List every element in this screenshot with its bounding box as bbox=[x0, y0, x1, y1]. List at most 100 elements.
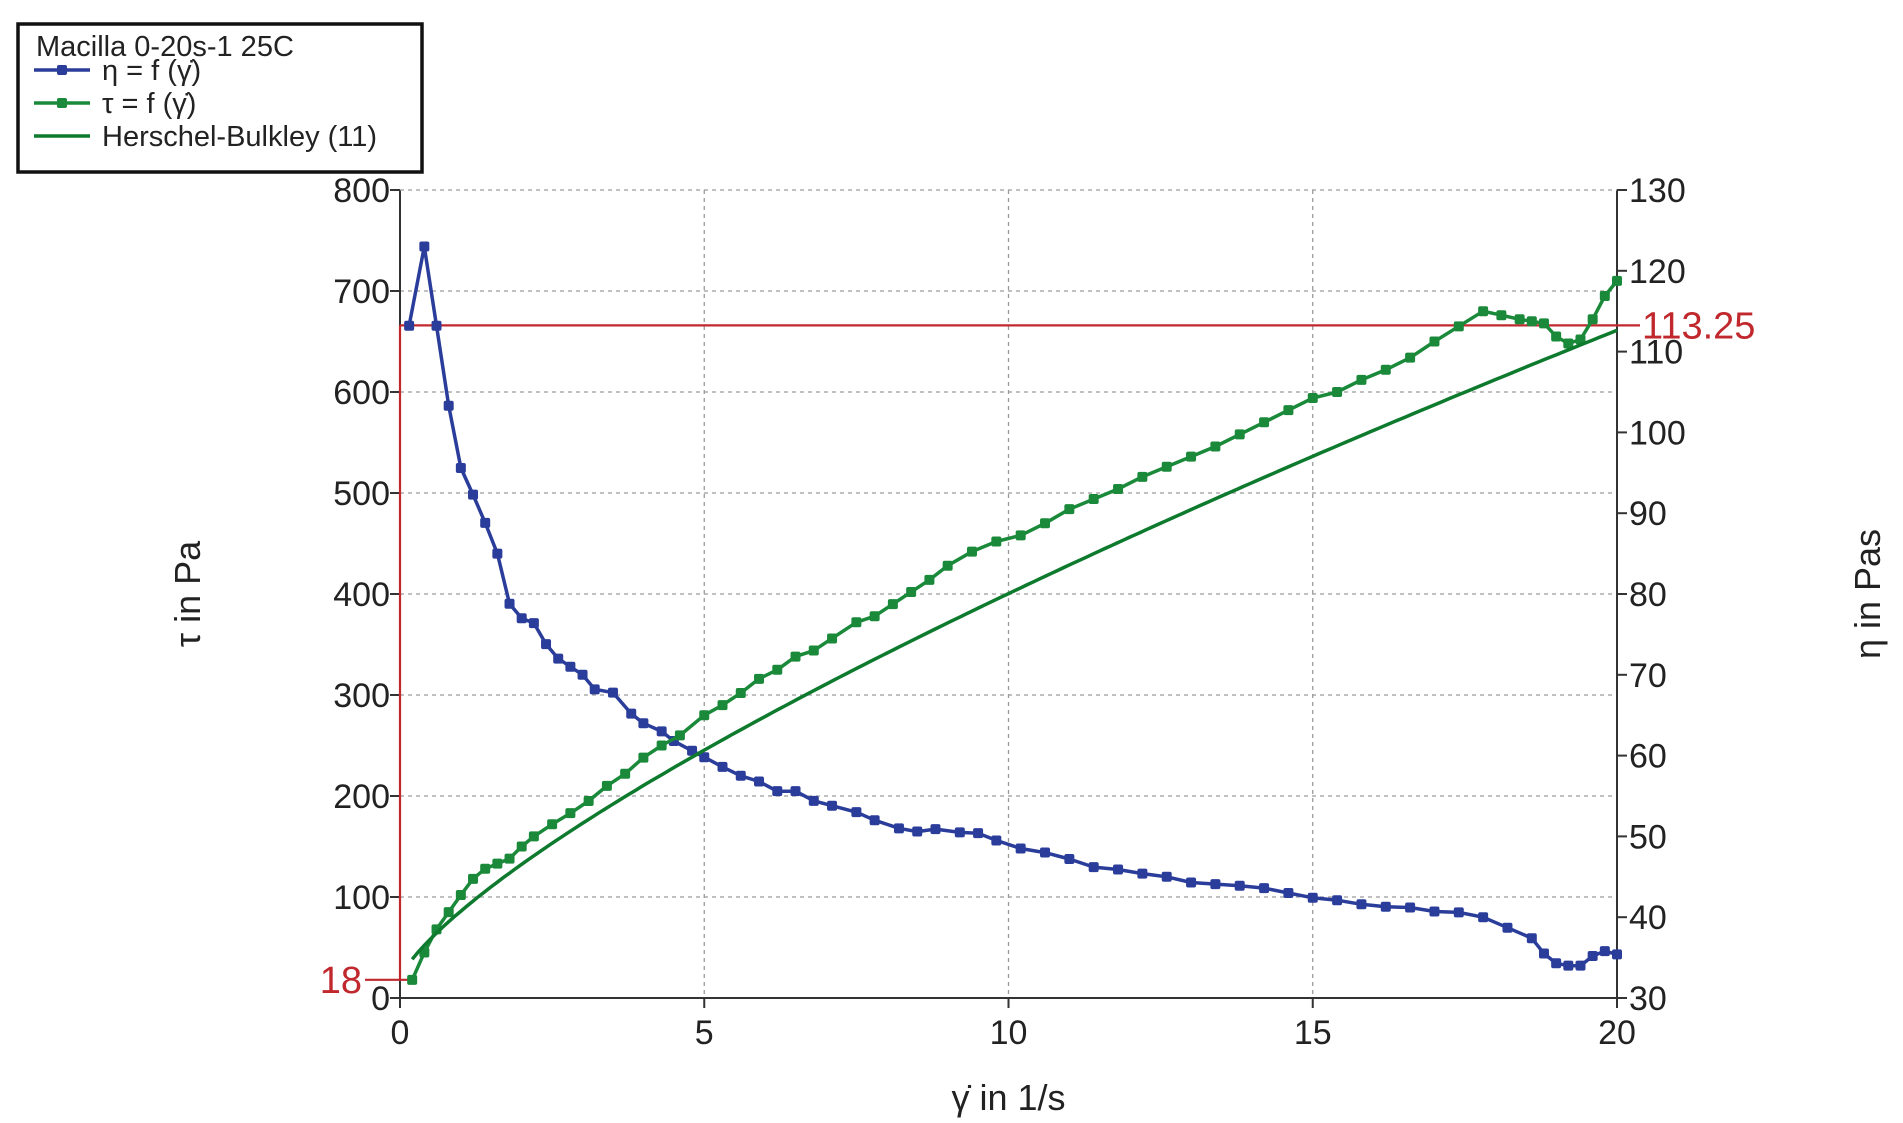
data-point bbox=[869, 611, 880, 622]
data-point bbox=[404, 320, 415, 331]
peak-value-label: 113.25 bbox=[1642, 305, 1755, 347]
data-point bbox=[1526, 933, 1537, 944]
data-point bbox=[1587, 950, 1598, 961]
data-point bbox=[443, 400, 454, 411]
data-point bbox=[492, 548, 503, 559]
data-point bbox=[1599, 291, 1610, 302]
data-point bbox=[1429, 336, 1440, 347]
data-point bbox=[1234, 429, 1245, 440]
data-point bbox=[468, 489, 479, 500]
legend-swatch-marker bbox=[57, 98, 67, 108]
data-point bbox=[1210, 879, 1221, 890]
data-point bbox=[1551, 958, 1562, 969]
data-point bbox=[687, 745, 698, 756]
data-point bbox=[577, 669, 588, 680]
data-point bbox=[1356, 899, 1367, 910]
x-tick-label: 20 bbox=[1598, 1014, 1636, 1052]
data-point bbox=[504, 598, 515, 609]
x-tick-label: 5 bbox=[695, 1014, 714, 1052]
data-point bbox=[1113, 483, 1124, 494]
y-right-tick-label: 40 bbox=[1629, 899, 1667, 937]
data-point bbox=[1088, 862, 1099, 873]
data-point bbox=[1429, 906, 1440, 917]
series-herschel-bulkley bbox=[410, 328, 1618, 961]
data-point bbox=[790, 786, 801, 797]
data-point bbox=[735, 770, 746, 781]
data-point bbox=[869, 815, 880, 826]
y-left-tick-label: 300 bbox=[333, 677, 390, 715]
data-point bbox=[1186, 451, 1197, 462]
data-point bbox=[1563, 960, 1574, 971]
data-point bbox=[772, 664, 783, 675]
data-point bbox=[1563, 338, 1574, 349]
data-point bbox=[991, 835, 1002, 846]
data-point bbox=[1514, 314, 1525, 325]
data-point bbox=[480, 863, 491, 874]
y-left-tick-label: 800 bbox=[333, 172, 390, 210]
data-point bbox=[1015, 530, 1026, 541]
data-point bbox=[699, 752, 710, 763]
data-point bbox=[1599, 946, 1610, 957]
data-point bbox=[601, 780, 612, 791]
data-point bbox=[565, 808, 576, 819]
x-tick-label: 10 bbox=[990, 1014, 1028, 1052]
data-point bbox=[638, 718, 649, 729]
data-point bbox=[516, 613, 527, 624]
data-point bbox=[906, 586, 917, 597]
data-point bbox=[954, 827, 965, 838]
data-point bbox=[1538, 318, 1549, 329]
y-left-tick-label: 200 bbox=[333, 778, 390, 816]
data-point bbox=[1478, 912, 1489, 923]
data-point bbox=[1538, 948, 1549, 959]
legend-entry-tau: τ = f (γ̇) bbox=[34, 88, 196, 120]
x-tick-label: 15 bbox=[1294, 1014, 1332, 1052]
y-left-tick-label: 0 bbox=[371, 980, 390, 1018]
y-left-tick-label: 400 bbox=[333, 576, 390, 614]
y-left-tick-label: 600 bbox=[333, 374, 390, 412]
y-right-tick-label: 80 bbox=[1629, 576, 1667, 614]
data-point bbox=[1161, 461, 1172, 472]
data-point bbox=[930, 824, 941, 835]
data-point bbox=[1186, 877, 1197, 888]
data-point bbox=[620, 768, 631, 779]
y-right-tick-label: 110 bbox=[1629, 334, 1683, 372]
data-point bbox=[1332, 387, 1343, 397]
data-point bbox=[656, 740, 667, 751]
data-point bbox=[1502, 922, 1513, 933]
y-right-ticks: 30 40 50 60 70 80 90 100 110 120 130 bbox=[1617, 172, 1686, 1018]
data-point bbox=[1161, 871, 1172, 882]
data-point bbox=[1478, 306, 1489, 317]
y-right-tick-label: 130 bbox=[1629, 172, 1686, 210]
data-point bbox=[1113, 864, 1124, 875]
data-point bbox=[1015, 843, 1026, 854]
data-point bbox=[1332, 895, 1343, 906]
data-point bbox=[1064, 504, 1075, 515]
data-point bbox=[754, 776, 765, 787]
data-point bbox=[942, 560, 953, 571]
data-point bbox=[656, 726, 667, 737]
x-ticks: 0 5 10 15 20 bbox=[391, 998, 1636, 1052]
herschel-bulkley-fit-line bbox=[410, 328, 1618, 961]
data-point bbox=[1496, 310, 1507, 321]
data-point bbox=[547, 819, 558, 830]
data-point bbox=[1137, 868, 1148, 879]
data-point bbox=[790, 651, 801, 662]
series-eta bbox=[404, 241, 1622, 971]
data-point bbox=[1088, 494, 1099, 505]
data-point bbox=[1612, 275, 1622, 286]
data-point bbox=[754, 673, 765, 684]
y-left-tick-label: 100 bbox=[333, 879, 390, 917]
data-point bbox=[1405, 902, 1416, 913]
data-point bbox=[1575, 960, 1586, 971]
data-point bbox=[1259, 417, 1270, 428]
data-point bbox=[480, 517, 491, 528]
y-right-tick-label: 100 bbox=[1629, 414, 1686, 452]
data-point bbox=[827, 633, 838, 644]
data-point bbox=[1356, 374, 1367, 385]
data-point bbox=[1040, 518, 1051, 529]
data-point bbox=[735, 687, 746, 698]
data-point bbox=[851, 807, 862, 818]
data-point bbox=[991, 536, 1002, 547]
data-point bbox=[1210, 441, 1221, 452]
y-right-tick-label: 50 bbox=[1629, 818, 1667, 856]
